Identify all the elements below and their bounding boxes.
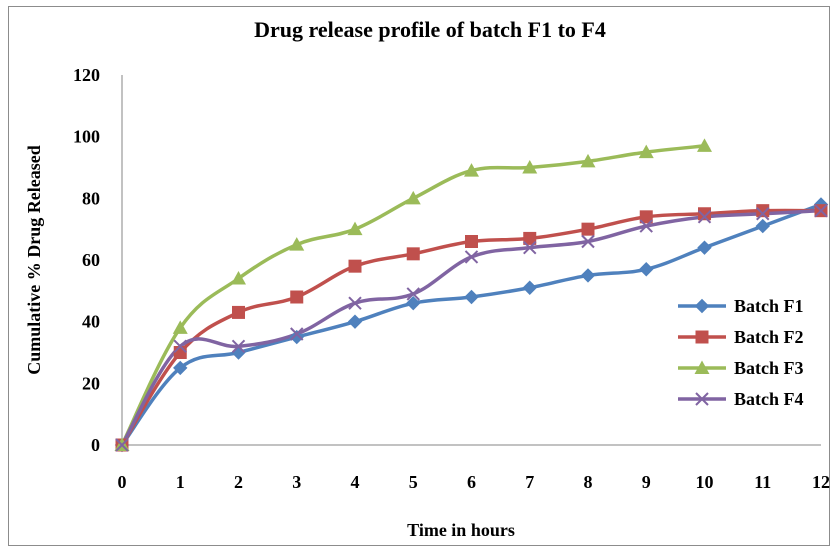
x-axis-title: Time in hours [407,520,515,540]
batch-f1-point [406,295,421,311]
batch-f1-point [755,218,770,234]
x-tick-label: 8 [584,472,593,492]
batch-f4-point [348,296,362,310]
x-tick-label: 6 [467,472,476,492]
batch-f2-point [756,204,770,218]
y-tick-label: 80 [82,188,100,208]
batch-f3-point [405,190,421,205]
batch-f1-point [173,360,188,376]
y-tick-label: 40 [82,312,100,332]
y-tick-label: 60 [82,250,100,270]
batch-f4-point [464,250,479,264]
batch-f1-legend-marker [694,298,710,314]
y-tick-label: 20 [82,373,100,393]
batch-f3-point [464,163,479,177]
batch-f1-point [464,289,479,305]
batch-f4-point [290,327,304,341]
batch-f3-point [172,320,188,334]
batch-f4-legend-marker [695,392,709,406]
batch-f2-point [523,231,537,245]
batch-f3-legend-marker [694,360,710,374]
batch-f3-point [347,221,363,236]
batch-f2-point [581,222,595,236]
batch-f2-point [639,210,653,224]
y-axis-title: Cumulative % Drug Released [24,145,44,374]
batch-f4-point [697,210,712,224]
batch-f3-point [638,144,654,159]
x-tick-label: 4 [351,472,360,492]
batch-f1-point [347,314,363,329]
batch-f2-point [232,305,245,319]
chart-title: Drug release profile of batch F1 to F4 [254,17,606,42]
x-tick-label: 1 [176,472,185,492]
x-tick-label: 9 [642,472,651,492]
batch-f4-point [756,207,770,221]
batch-f4-point [639,219,653,233]
x-tick-label: 10 [696,472,714,492]
batch-f3-point [289,237,305,251]
y-tick-label: 100 [73,127,100,147]
batch-f3-line [120,144,707,447]
batch-f2-point [173,346,187,359]
batch-f3-legend-label: Batch F3 [734,358,804,378]
x-tick-label: 5 [409,472,418,492]
x-tick-label: 11 [754,472,771,492]
batch-f4-point [523,240,537,255]
x-tick-label: 12 [812,472,830,492]
batch-f2-point [698,207,711,221]
batch-f2-point [290,290,304,304]
batch-f1-legend-label: Batch F1 [734,296,804,316]
batch-f4-point [814,203,828,218]
batch-f3-point [522,160,538,174]
batch-f2-point [465,235,478,248]
batch-f4-legend-label: Batch F4 [734,389,804,409]
batch-f4-point [581,234,595,249]
plot-area [114,138,829,453]
batch-f4-point [406,287,420,301]
x-tick-label: 2 [234,472,243,492]
batch-f2-legend-label: Batch F2 [734,327,804,347]
batch-f3-point [231,271,246,285]
x-tick-label: 7 [525,472,534,492]
batch-f1-point [580,268,596,283]
legend: Batch F1 Batch F2 Batch F3 Batch F4 [678,296,804,409]
batch-f2-point [406,247,420,261]
x-tick-label: 3 [292,472,301,492]
batch-f3-point [580,153,596,168]
y-tick-label: 120 [73,65,100,85]
batch-f1-point [289,329,304,345]
batch-f3-point [697,138,712,152]
batch-f1-point [522,280,537,295]
x-tick-label: 0 [118,472,127,492]
chart-frame [8,6,830,546]
batch-f4-point [115,438,129,452]
y-tick-label: 0 [91,435,100,455]
batch-f4-point [231,339,246,354]
batch-f2-point [348,259,362,273]
batch-f4-point [173,339,187,354]
batch-f1-point [639,262,654,277]
batch-f2-legend-marker [695,330,709,344]
batch-f1-point [697,240,712,255]
